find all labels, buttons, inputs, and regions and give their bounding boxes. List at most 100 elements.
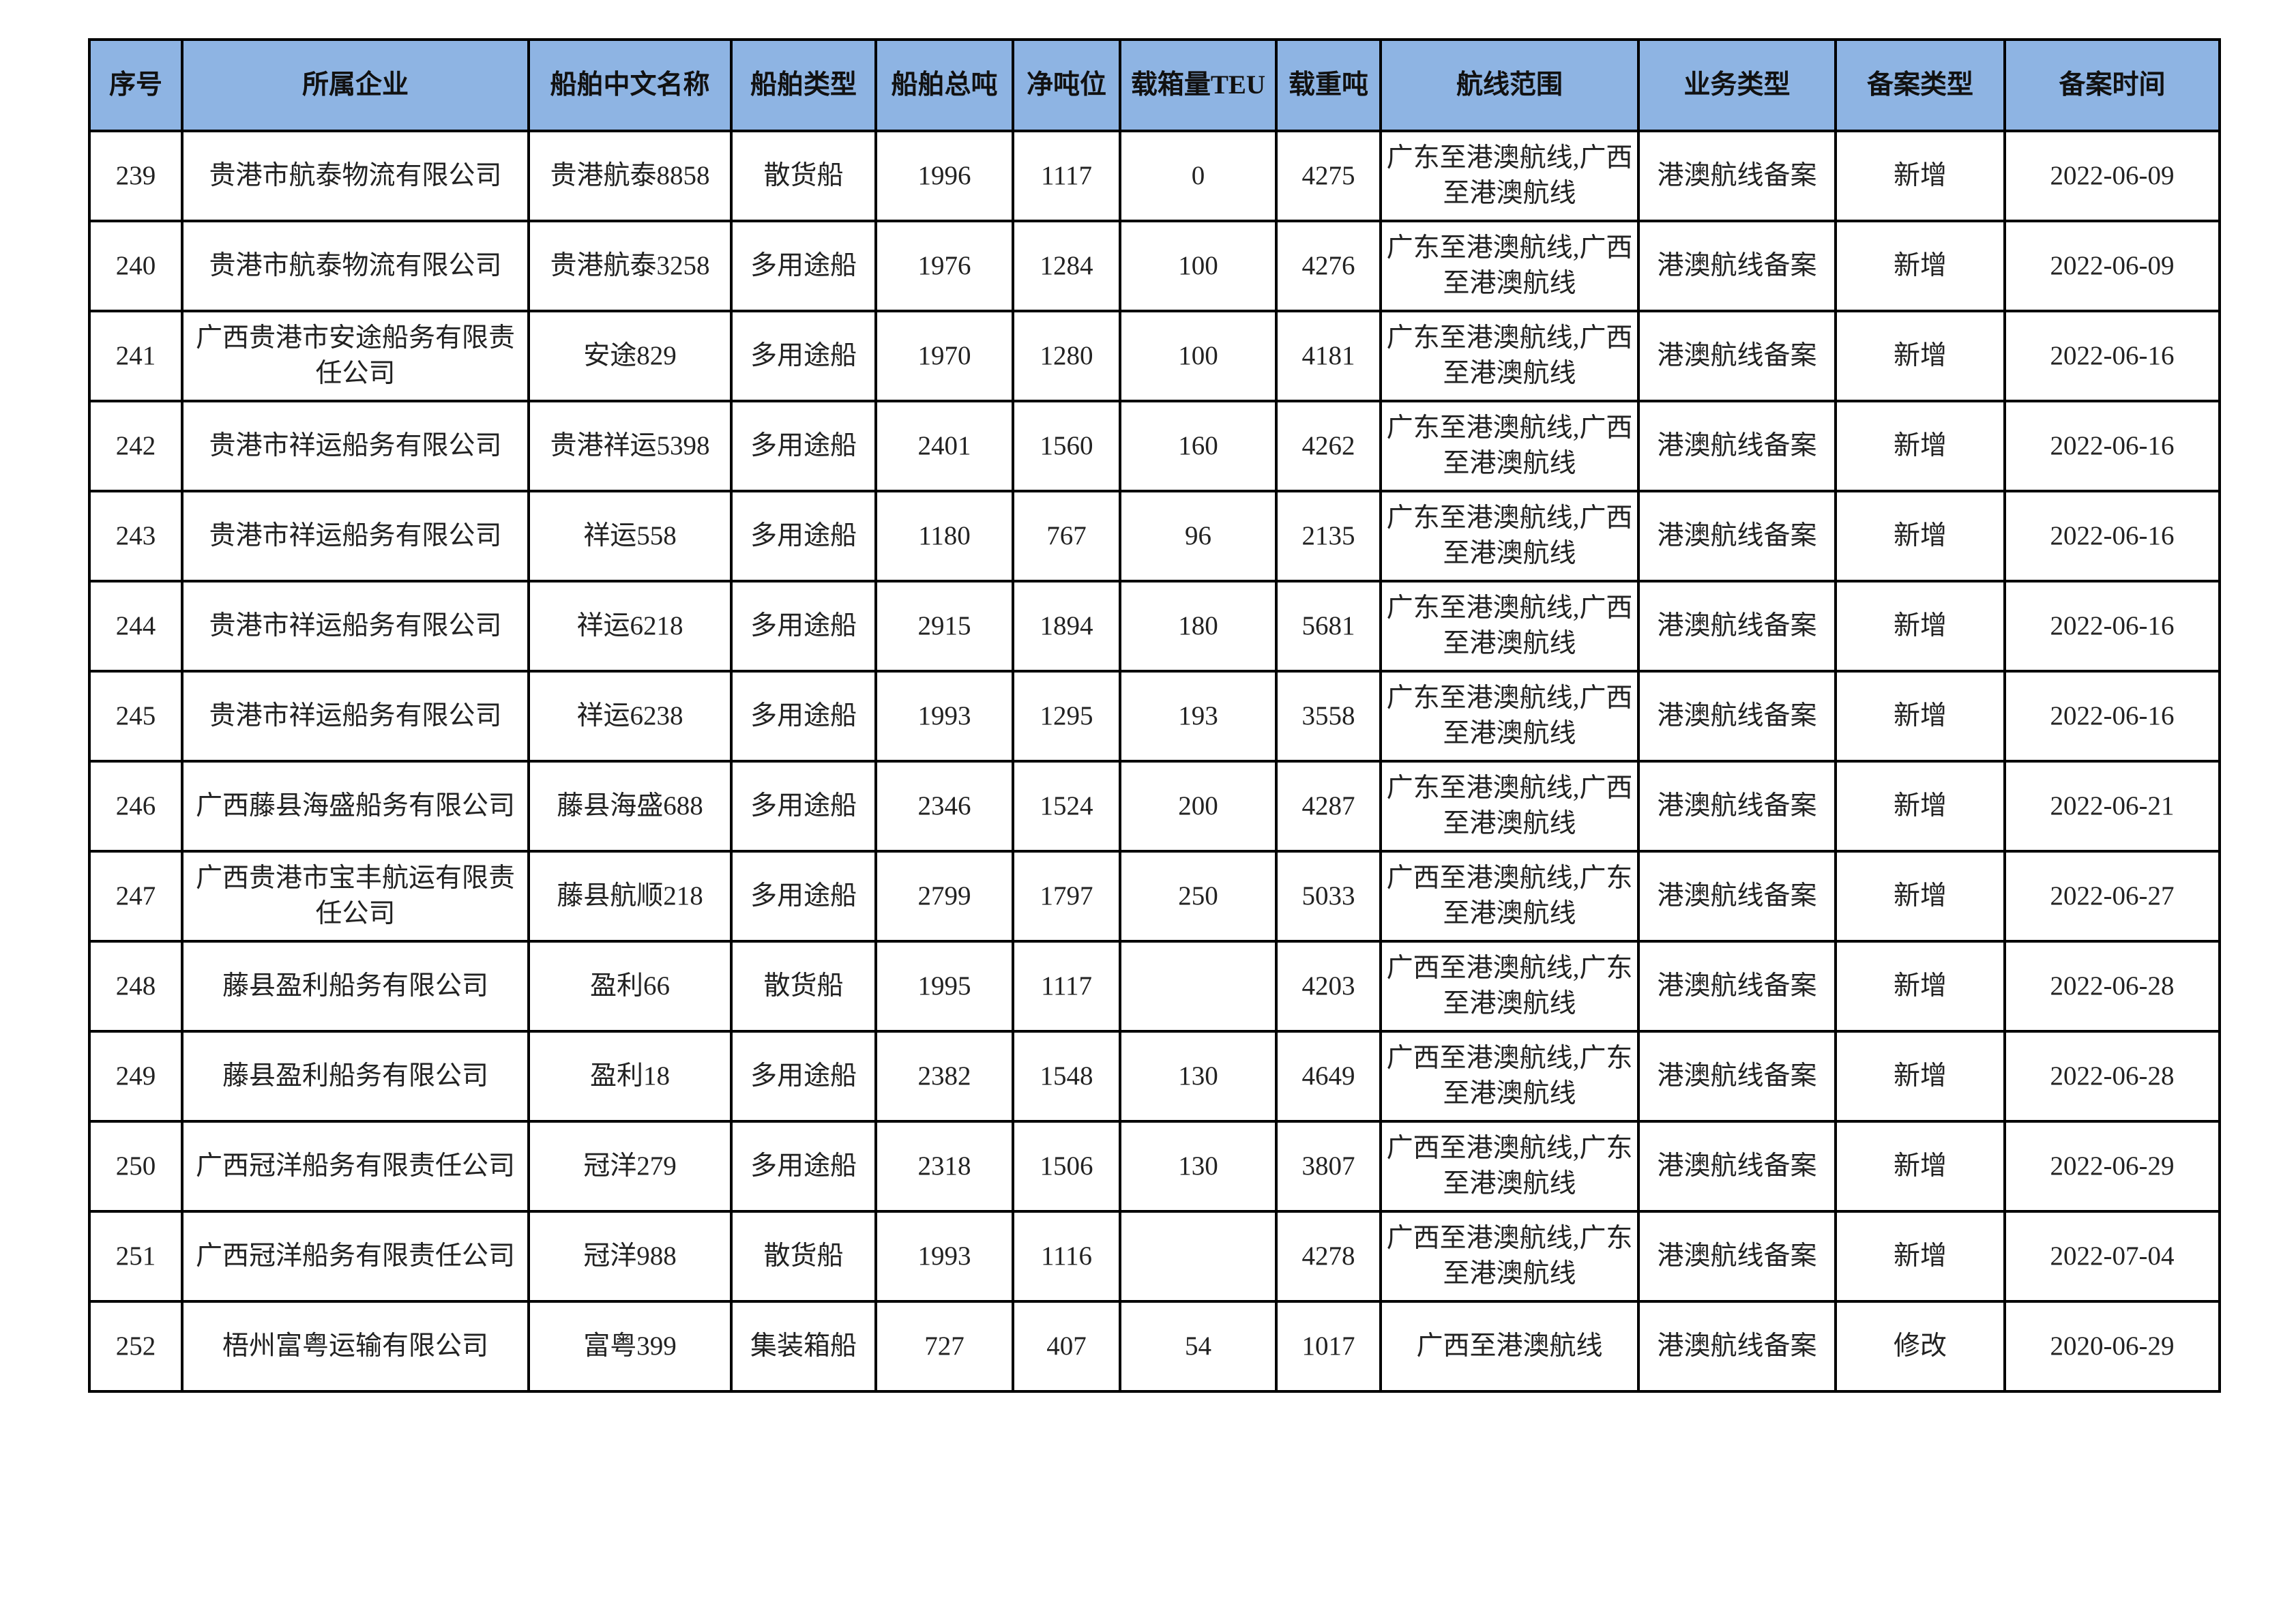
cell-filing-type: 修改 xyxy=(1834,1300,2006,1393)
column-header-filing-date: 备案时间 xyxy=(2003,38,2221,132)
cell-filing-date: 2022-06-27 xyxy=(2003,850,2221,943)
cell-net-tonnage: 1797 xyxy=(1012,850,1121,943)
cell-seq: 250 xyxy=(88,1120,183,1213)
cell-deadweight: 4203 xyxy=(1275,940,1382,1033)
cell-filing-date: 2022-06-16 xyxy=(2003,580,2221,673)
column-header-route: 航线范围 xyxy=(1379,38,1640,132)
cell-deadweight: 4275 xyxy=(1275,130,1382,222)
cell-teu: 130 xyxy=(1119,1030,1278,1123)
cell-teu: 96 xyxy=(1119,490,1278,582)
cell-deadweight: 5033 xyxy=(1275,850,1382,943)
cell-filing-type: 新增 xyxy=(1834,490,2006,582)
cell-route: 广西至港澳航线 xyxy=(1379,1300,1640,1393)
table-row: 240 贵港市航泰物流有限公司 贵港航泰3258 多用途船 1976 1284 100 427… xyxy=(88,220,2221,312)
cell-business-type: 港澳航线备案 xyxy=(1637,580,1837,673)
cell-seq: 247 xyxy=(88,850,183,943)
cell-business-type: 港澳航线备案 xyxy=(1637,1120,1837,1213)
cell-gross-tonnage: 1976 xyxy=(874,220,1014,312)
cell-gross-tonnage: 2382 xyxy=(874,1030,1014,1123)
column-header-business-type: 业务类型 xyxy=(1637,38,1837,132)
table-row: 242 贵港市祥运船务有限公司 贵港祥运5398 多用途船 2401 1560 160 426… xyxy=(88,400,2221,492)
cell-business-type: 港澳航线备案 xyxy=(1637,220,1837,312)
cell-net-tonnage: 1524 xyxy=(1012,760,1121,853)
cell-business-type: 港澳航线备案 xyxy=(1637,130,1837,222)
cell-gross-tonnage: 2915 xyxy=(874,580,1014,673)
cell-gross-tonnage: 727 xyxy=(874,1300,1014,1393)
cell-deadweight: 4276 xyxy=(1275,220,1382,312)
cell-deadweight: 4287 xyxy=(1275,760,1382,853)
cell-teu: 160 xyxy=(1119,400,1278,492)
cell-deadweight: 3558 xyxy=(1275,670,1382,763)
cell-business-type: 港澳航线备案 xyxy=(1637,490,1837,582)
cell-business-type: 港澳航线备案 xyxy=(1637,940,1837,1033)
cell-company: 贵港市祥运船务有限公司 xyxy=(181,580,530,673)
cell-ship-type: 散货船 xyxy=(730,130,877,222)
cell-deadweight: 5681 xyxy=(1275,580,1382,673)
cell-deadweight: 4649 xyxy=(1275,1030,1382,1123)
cell-route: 广东至港澳航线,广西至港澳航线 xyxy=(1379,310,1640,402)
cell-filing-type: 新增 xyxy=(1834,760,2006,853)
table-row: 246 广西藤县海盛船务有限公司 藤县海盛688 多用途船 2346 1524 200 428… xyxy=(88,760,2221,853)
cell-route: 广西至港澳航线,广东至港澳航线 xyxy=(1379,850,1640,943)
cell-gross-tonnage: 1995 xyxy=(874,940,1014,1033)
cell-seq: 243 xyxy=(88,490,183,582)
cell-net-tonnage: 1117 xyxy=(1012,130,1121,222)
cell-route: 广西至港澳航线,广东至港澳航线 xyxy=(1379,1210,1640,1303)
cell-business-type: 港澳航线备案 xyxy=(1637,670,1837,763)
cell-ship-type: 散货船 xyxy=(730,1210,877,1303)
cell-ship-name: 藤县航顺218 xyxy=(527,850,733,943)
cell-ship-type: 多用途船 xyxy=(730,580,877,673)
cell-teu: 200 xyxy=(1119,760,1278,853)
cell-business-type: 港澳航线备案 xyxy=(1637,1030,1837,1123)
cell-company: 广西冠洋船务有限责任公司 xyxy=(181,1120,530,1213)
cell-ship-name: 冠洋279 xyxy=(527,1120,733,1213)
cell-business-type: 港澳航线备案 xyxy=(1637,400,1837,492)
cell-teu: 100 xyxy=(1119,310,1278,402)
column-header-deadweight: 载重吨 xyxy=(1275,38,1382,132)
cell-filing-date: 2022-06-16 xyxy=(2003,400,2221,492)
cell-company: 藤县盈利船务有限公司 xyxy=(181,1030,530,1123)
cell-ship-name: 贵港航泰8858 xyxy=(527,130,733,222)
cell-company: 贵港市祥运船务有限公司 xyxy=(181,670,530,763)
cell-seq: 240 xyxy=(88,220,183,312)
cell-net-tonnage: 1506 xyxy=(1012,1120,1121,1213)
cell-net-tonnage: 1295 xyxy=(1012,670,1121,763)
cell-seq: 249 xyxy=(88,1030,183,1123)
table-row: 239 贵港市航泰物流有限公司 贵港航泰8858 散货船 1996 1117 0 4275 广东… xyxy=(88,130,2221,222)
cell-route: 广东至港澳航线,广西至港澳航线 xyxy=(1379,670,1640,763)
cell-ship-type: 多用途船 xyxy=(730,1030,877,1123)
cell-ship-type: 多用途船 xyxy=(730,490,877,582)
cell-deadweight: 3807 xyxy=(1275,1120,1382,1213)
cell-ship-type: 多用途船 xyxy=(730,850,877,943)
table-header-row: 序号 所属企业 船舶中文名称 船舶类型 船舶总吨 净吨位 载箱量TEU 载重吨 航线范围 业务类型… xyxy=(88,38,2221,132)
cell-company: 贵港市祥运船务有限公司 xyxy=(181,490,530,582)
cell-business-type: 港澳航线备案 xyxy=(1637,310,1837,402)
table-row: 249 藤县盈利船务有限公司 盈利18 多用途船 2382 1548 130 4649 广西至港… xyxy=(88,1030,2221,1123)
cell-seq: 241 xyxy=(88,310,183,402)
table-row: 245 贵港市祥运船务有限公司 祥运6238 多用途船 1993 1295 193 3558 广… xyxy=(88,670,2221,763)
cell-filing-type: 新增 xyxy=(1834,580,2006,673)
cell-filing-type: 新增 xyxy=(1834,1120,2006,1213)
cell-route: 广西至港澳航线,广东至港澳航线 xyxy=(1379,1030,1640,1123)
cell-teu: 100 xyxy=(1119,220,1278,312)
cell-gross-tonnage: 1996 xyxy=(874,130,1014,222)
cell-filing-date: 2022-06-16 xyxy=(2003,310,2221,402)
cell-seq: 239 xyxy=(88,130,183,222)
cell-ship-name: 藤县海盛688 xyxy=(527,760,733,853)
cell-seq: 244 xyxy=(88,580,183,673)
column-header-company: 所属企业 xyxy=(181,38,530,132)
cell-route: 广东至港澳航线,广西至港澳航线 xyxy=(1379,490,1640,582)
cell-ship-name: 祥运6238 xyxy=(527,670,733,763)
cell-filing-date: 2022-06-09 xyxy=(2003,220,2221,312)
cell-net-tonnage: 1284 xyxy=(1012,220,1121,312)
table-row: 252 梧州富粤运输有限公司 富粤399 集装箱船 727 407 54 1017 广西至港澳航… xyxy=(88,1300,2221,1393)
cell-ship-type: 多用途船 xyxy=(730,670,877,763)
cell-ship-type: 多用途船 xyxy=(730,310,877,402)
cell-filing-type: 新增 xyxy=(1834,310,2006,402)
cell-ship-name: 贵港祥运5398 xyxy=(527,400,733,492)
cell-company: 广西贵港市安途船务有限责任公司 xyxy=(181,310,530,402)
cell-route: 广东至港澳航线,广西至港澳航线 xyxy=(1379,400,1640,492)
cell-route: 广东至港澳航线,广西至港澳航线 xyxy=(1379,760,1640,853)
cell-ship-name: 贵港航泰3258 xyxy=(527,220,733,312)
column-header-filing-type: 备案类型 xyxy=(1834,38,2006,132)
